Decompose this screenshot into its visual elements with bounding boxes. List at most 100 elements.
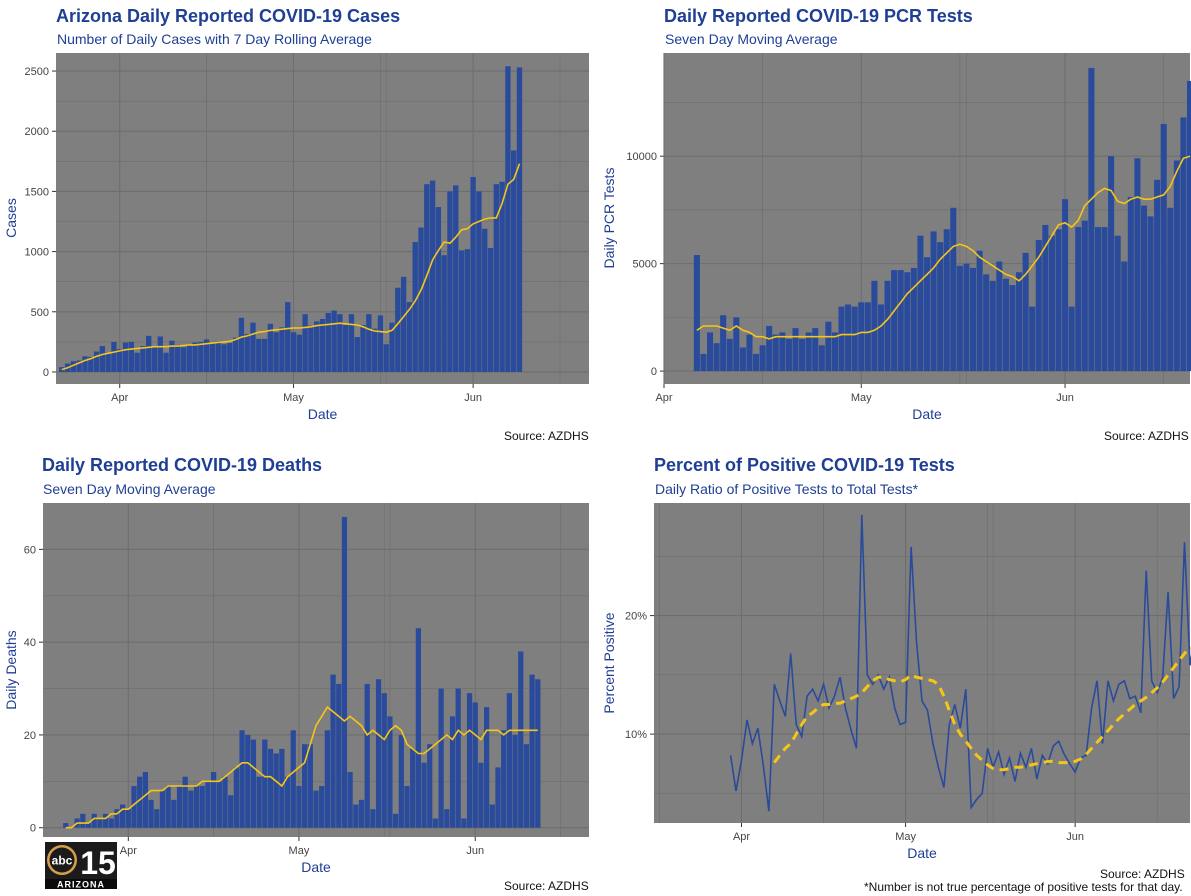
cases-bar (366, 314, 372, 372)
cases-y-axis-label: Cases (3, 198, 19, 238)
deaths-chart-subtitle: Seven Day Moving Average (43, 481, 216, 497)
tests-y-tick-label: 10000 (626, 151, 657, 163)
cases-x-tick-label: May (283, 392, 304, 404)
tests-bar (923, 257, 931, 372)
cases-bar (476, 191, 482, 372)
cases-bar (447, 191, 453, 372)
deaths-bar (148, 799, 154, 828)
tests-bar (831, 332, 838, 372)
tests-bar (950, 207, 957, 372)
cases-bar (70, 361, 77, 372)
cases-bar (418, 227, 424, 372)
tests-bar (871, 280, 878, 372)
tests-bar (1108, 156, 1115, 372)
tests-bar (897, 270, 904, 372)
tests-chart-title: Daily Reported COVID-19 PCR Tests (664, 6, 973, 26)
cases-bar (371, 328, 378, 372)
deaths-bar (421, 762, 427, 828)
tests-bar (943, 229, 950, 372)
deaths-bar (461, 818, 467, 828)
tests-bar (983, 274, 990, 372)
tests-bar (1173, 160, 1180, 372)
deaths-y-axis-label: Daily Deaths (3, 630, 19, 709)
cases-bar (337, 314, 343, 372)
deaths-bar (330, 674, 336, 828)
cases-bar (76, 360, 82, 372)
deaths-bar (438, 688, 444, 828)
deaths-bar (216, 781, 222, 828)
cases-bar (238, 317, 245, 372)
deaths-bar (484, 707, 490, 828)
tests-bar (753, 353, 760, 372)
deaths-y-tick-label: 0 (30, 823, 36, 835)
tests-bar (956, 265, 963, 372)
tests-bar (1002, 278, 1009, 372)
deaths-bar (432, 818, 439, 828)
deaths-bar (142, 772, 148, 828)
positive-average-line (773, 645, 1191, 772)
tests-bar (792, 328, 799, 372)
deaths-bar (211, 772, 217, 828)
deaths-bar (267, 748, 274, 828)
cases-average-line (61, 163, 521, 371)
tests-bar (910, 267, 917, 372)
deaths-bar (415, 628, 421, 828)
deaths-bar (478, 762, 484, 828)
cases-bar (198, 341, 204, 372)
cases-bar (429, 180, 436, 372)
tests-bar (779, 332, 786, 372)
positive-y-tick-label: 10% (625, 729, 647, 741)
tests-bar (1127, 197, 1134, 372)
deaths-y-tick-label: 20 (24, 730, 36, 742)
deaths-bar (199, 785, 205, 828)
cases-bar (99, 346, 106, 372)
deaths-bar (63, 823, 69, 828)
cases-bar (267, 323, 274, 372)
logo-abc-text: abc (52, 854, 73, 868)
tests-bar (884, 280, 891, 372)
positive-footnote: *Number is not true percentage of positi… (864, 880, 1183, 894)
deaths-bar (387, 716, 393, 828)
cases-chart-subtitle: Number of Daily Cases with 7 Day Rolling… (57, 31, 372, 47)
tests-average-line (696, 155, 1191, 340)
deaths-bar (353, 804, 359, 828)
deaths-bar (535, 679, 541, 828)
deaths-bar (114, 809, 120, 828)
cases-bar (221, 344, 227, 372)
tests-bar (700, 353, 707, 372)
logo-arizona-text: ARIZONA (57, 880, 105, 890)
cases-bar (117, 349, 123, 372)
tests-bar (1180, 117, 1187, 372)
cases-bar (134, 352, 140, 372)
positive-chart-title: Percent of Positive COVID-19 Tests (654, 455, 955, 475)
deaths-bar (410, 748, 416, 828)
positive-x-tick-label: Apr (733, 831, 750, 843)
tests-bar (799, 338, 806, 372)
tests-bar (746, 334, 753, 372)
cases-bar (487, 247, 494, 372)
cases-bar (215, 341, 221, 372)
tests-bar (1140, 205, 1147, 372)
deaths-bar (381, 693, 387, 828)
deaths-bar (80, 813, 86, 828)
deaths-bar (501, 730, 507, 828)
tests-bar (963, 263, 970, 372)
tests-bar (904, 272, 911, 372)
cases-bar (203, 339, 210, 372)
deaths-bar (159, 790, 166, 828)
cases-bar (250, 322, 256, 372)
cases-y-tick-label: 2500 (25, 66, 49, 78)
cases-bar (383, 344, 389, 372)
tests-bar (812, 328, 819, 372)
tests-bar (726, 338, 733, 372)
tests-bar (845, 304, 852, 372)
deaths-bar (336, 683, 342, 828)
tests-bar (733, 317, 740, 372)
deaths-bar (324, 730, 330, 828)
deaths-chart-title: Daily Reported COVID-19 Deaths (42, 455, 323, 475)
deaths-bar (358, 799, 365, 828)
cases-bar (441, 255, 447, 372)
tests-bar (891, 270, 898, 372)
cases-bar (128, 341, 134, 372)
cases-bar (180, 347, 187, 372)
